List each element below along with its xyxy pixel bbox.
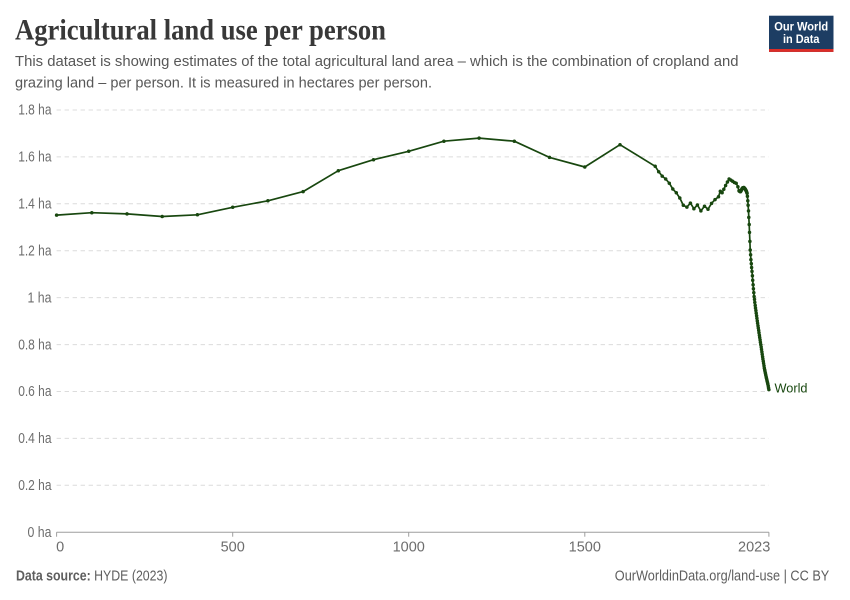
svg-text:in Data: in Data — [783, 32, 820, 46]
svg-text:1000: 1000 — [393, 539, 425, 555]
svg-text:0 ha: 0 ha — [28, 525, 53, 541]
svg-text:1.8 ha: 1.8 ha — [18, 103, 52, 119]
svg-text:1.2 ha: 1.2 ha — [18, 243, 52, 259]
svg-text:0.6 ha: 0.6 ha — [18, 384, 52, 400]
svg-text:0.8 ha: 0.8 ha — [18, 337, 52, 353]
svg-text:0.4 ha: 0.4 ha — [18, 431, 52, 447]
svg-text:2023: 2023 — [738, 539, 770, 555]
svg-text:500: 500 — [221, 539, 245, 555]
svg-text:OurWorldinData.org/land-use |: OurWorldinData.org/land-use | CC BY — [615, 568, 830, 584]
svg-text:Agricultural land use per pers: Agricultural land use per person — [15, 15, 386, 47]
svg-text:Data source: HYDE (2023): Data source: HYDE (2023) — [16, 568, 168, 584]
svg-text:This dataset is showing estima: This dataset is showing estimates of the… — [15, 54, 739, 70]
svg-text:1 ha: 1 ha — [28, 290, 53, 306]
svg-text:1.6 ha: 1.6 ha — [18, 150, 52, 166]
svg-text:1500: 1500 — [569, 539, 601, 555]
svg-text:Our World: Our World — [774, 19, 828, 33]
svg-text:1.4 ha: 1.4 ha — [18, 197, 52, 213]
svg-text:0.2 ha: 0.2 ha — [18, 478, 52, 494]
svg-text:World: World — [775, 381, 808, 396]
svg-text:grazing land – per person. It: grazing land – per person. It is measure… — [15, 76, 432, 92]
svg-text:0: 0 — [56, 539, 64, 555]
